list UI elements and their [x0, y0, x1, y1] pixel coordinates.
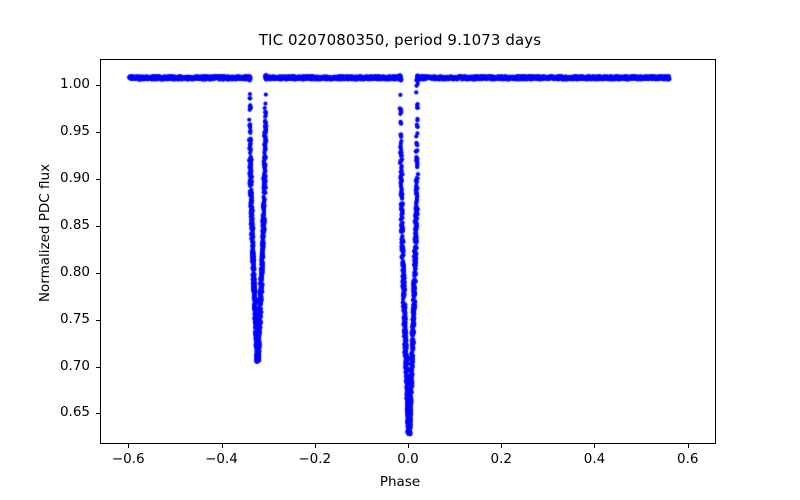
y-tick-mark: [96, 272, 100, 274]
x-tick-label: 0.2: [490, 451, 512, 467]
x-tick-label: 0.0: [397, 451, 419, 467]
y-tick-label: 1.00: [59, 75, 90, 92]
y-tick-mark: [96, 319, 100, 321]
x-axis-label: Phase: [379, 474, 421, 490]
x-tick-mark: [408, 444, 409, 448]
x-tick-label: 0.6: [676, 451, 699, 467]
x-tick-mark: [314, 444, 316, 448]
y-tick-label: 0.70: [59, 357, 90, 374]
y-tick-label: 0.80: [59, 263, 90, 280]
y-tick-mark: [96, 225, 100, 227]
y-tick-label: 0.95: [59, 122, 90, 139]
y-tick-mark: [96, 413, 100, 415]
y-axis-label: Normalized PDC flux: [37, 163, 53, 303]
y-tick-mark: [96, 131, 100, 133]
y-tick-label: 0.65: [59, 404, 90, 421]
x-tick-mark: [221, 444, 223, 448]
y-tick-mark: [96, 366, 100, 368]
x-tick-label: −0.2: [298, 451, 332, 467]
y-tick-label: 0.90: [59, 169, 90, 186]
plot-area: [100, 59, 716, 444]
x-tick-label: −0.6: [111, 451, 145, 467]
y-tick-mark: [96, 178, 100, 180]
x-tick-mark: [687, 444, 689, 448]
y-tick-label: 0.75: [59, 310, 90, 327]
x-tick-mark: [501, 444, 503, 448]
y-tick-label: 0.85: [59, 216, 90, 233]
x-tick-mark: [128, 444, 130, 448]
x-tick-mark: [594, 444, 596, 448]
x-tick-label: 0.4: [583, 451, 606, 467]
scatter-data-layer: [101, 60, 715, 443]
chart-title: TIC 0207080350, period 9.1073 days: [258, 31, 542, 49]
x-tick-label: −0.4: [205, 451, 238, 467]
y-tick-mark: [96, 84, 100, 86]
